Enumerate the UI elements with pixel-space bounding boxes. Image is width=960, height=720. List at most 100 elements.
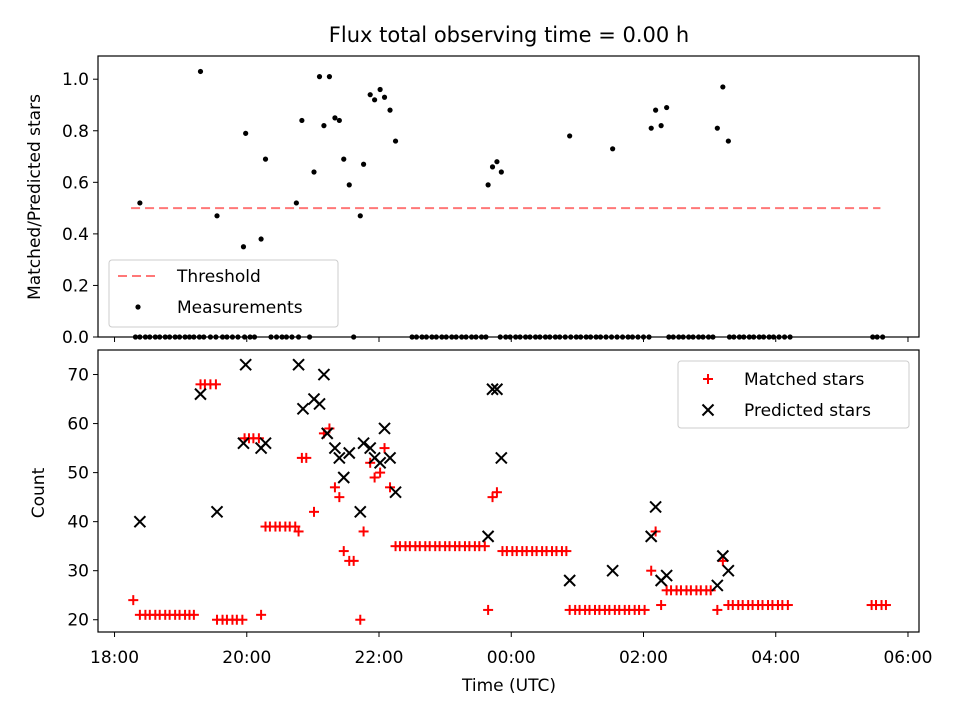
predicted-star-point-b [660, 569, 673, 582]
matched-star-point [308, 506, 319, 517]
measurement-point [341, 156, 347, 162]
predicted-star-point [363, 441, 377, 455]
predicted-star-point-b [383, 451, 397, 465]
count-y-tick-label: 70 [67, 366, 89, 386]
matched-star-point [338, 546, 349, 557]
measurement-point-zero [419, 334, 425, 340]
measurement-point-zero [207, 334, 214, 340]
ratio-y-tick-label: 1.0 [62, 70, 89, 90]
measurement-point-zero [770, 334, 777, 340]
measurement-point [326, 74, 333, 80]
predicted-star-point-b [237, 436, 250, 450]
measurement-point-zero [483, 334, 489, 340]
measurement-point [316, 74, 323, 80]
measurement-point-zero [741, 334, 747, 340]
matched-star-point [329, 482, 340, 493]
count-y-tick-label: 60 [67, 415, 89, 435]
matched-star-point [479, 541, 490, 552]
matched-star-point [253, 433, 264, 444]
measurement-point-zero [235, 334, 241, 340]
measurement-point [258, 236, 264, 242]
measurement-point [489, 164, 496, 170]
predicted-star-point [716, 549, 730, 563]
measurement-point-zero [880, 334, 886, 340]
matched-star-point [379, 443, 390, 454]
measurement-point-zero [157, 334, 163, 340]
measurement-point-zero [478, 334, 485, 340]
matched-star-point [717, 555, 728, 566]
measurement-point-zero [573, 334, 579, 340]
measurement-point-zero [781, 334, 788, 340]
measurement-point-zero [201, 334, 207, 340]
figure-title: Flux total observing time = 0.00 h [329, 23, 689, 47]
matched-star-point [491, 487, 502, 498]
predicted-star-point [606, 564, 619, 577]
measurement-point-zero [247, 334, 253, 340]
measurement-point-zero [646, 334, 652, 340]
measurement-point-zero [137, 334, 143, 340]
measurement-point-zero [167, 334, 173, 340]
measurement-point-zero [351, 334, 357, 340]
predicted-star-point-b [194, 387, 207, 401]
predicted-stars-legend-label: Predicted stars [744, 401, 871, 421]
count-y-tick-label: 40 [67, 513, 89, 533]
count-x-tick-label: 18:00 [90, 648, 139, 668]
measurement-point-zero [409, 334, 415, 340]
measurement-point [658, 123, 664, 129]
measurement-point [725, 138, 731, 144]
measurement-point-zero [251, 334, 258, 340]
predicted-star-point-b [722, 564, 735, 577]
measurement-point [346, 182, 352, 188]
measurement-point-zero [731, 334, 737, 340]
predicted-star-point-b [210, 505, 224, 519]
predicted-star-point [373, 456, 387, 470]
measurement-point-zero [619, 334, 626, 340]
measurement-point-zero [468, 334, 475, 340]
measurement-point-zero [614, 334, 620, 340]
measurement-point-zero [283, 334, 290, 340]
predicted-star-point-b [313, 397, 326, 411]
ratio-y-tick-label: 0.0 [62, 328, 89, 348]
measurement-point-zero [522, 334, 529, 340]
predicted-star-point [649, 500, 662, 514]
measurement-point [360, 161, 367, 167]
measurement-point [372, 97, 378, 103]
measurement-point [498, 169, 504, 175]
measurement-point [262, 156, 269, 162]
measurement-points [132, 68, 886, 340]
measurement-point-zero [751, 334, 757, 340]
matched-star-point [358, 526, 369, 537]
predicted-star-point [645, 530, 658, 543]
predicted-star-point [378, 422, 391, 435]
count-y-tick-label: 30 [67, 562, 89, 582]
predicted-star-point [133, 515, 147, 528]
count-legend: Matched stars Predicted stars [677, 360, 910, 429]
predicted-star-point [321, 427, 334, 440]
ratio-y-tick-label: 0.4 [62, 225, 89, 245]
matched-star-point [293, 526, 304, 537]
measurement-point-zero [423, 334, 429, 340]
predicted-star-point [722, 564, 735, 577]
count-x-tick-label: 00:00 [487, 648, 536, 668]
measurement-point-zero [597, 334, 604, 340]
predicted-star-point [292, 358, 305, 371]
predicted-star-point [296, 402, 310, 416]
measurement-point-zero [676, 334, 682, 340]
measurement-point [321, 123, 327, 129]
count-x-axis-label: Time (UTC) [461, 676, 556, 696]
predicted-star-point-b [333, 451, 346, 465]
measurement-point-zero [635, 334, 641, 340]
measurement-point [357, 213, 363, 219]
measurement-point-zero [295, 334, 302, 340]
predicted-star-point-b [645, 530, 658, 543]
measurement-point-zero [776, 334, 782, 340]
measurement-point-zero [306, 334, 313, 340]
measurement-point-zero [473, 334, 479, 340]
measurement-point-zero [680, 334, 686, 340]
measurement-point-zero [429, 334, 435, 340]
matched-star-point [348, 555, 359, 566]
measurement-point-zero [608, 334, 615, 340]
predicted-star-point [383, 451, 397, 465]
measurement-point-zero [766, 334, 772, 340]
measurement-point-zero [132, 334, 139, 340]
